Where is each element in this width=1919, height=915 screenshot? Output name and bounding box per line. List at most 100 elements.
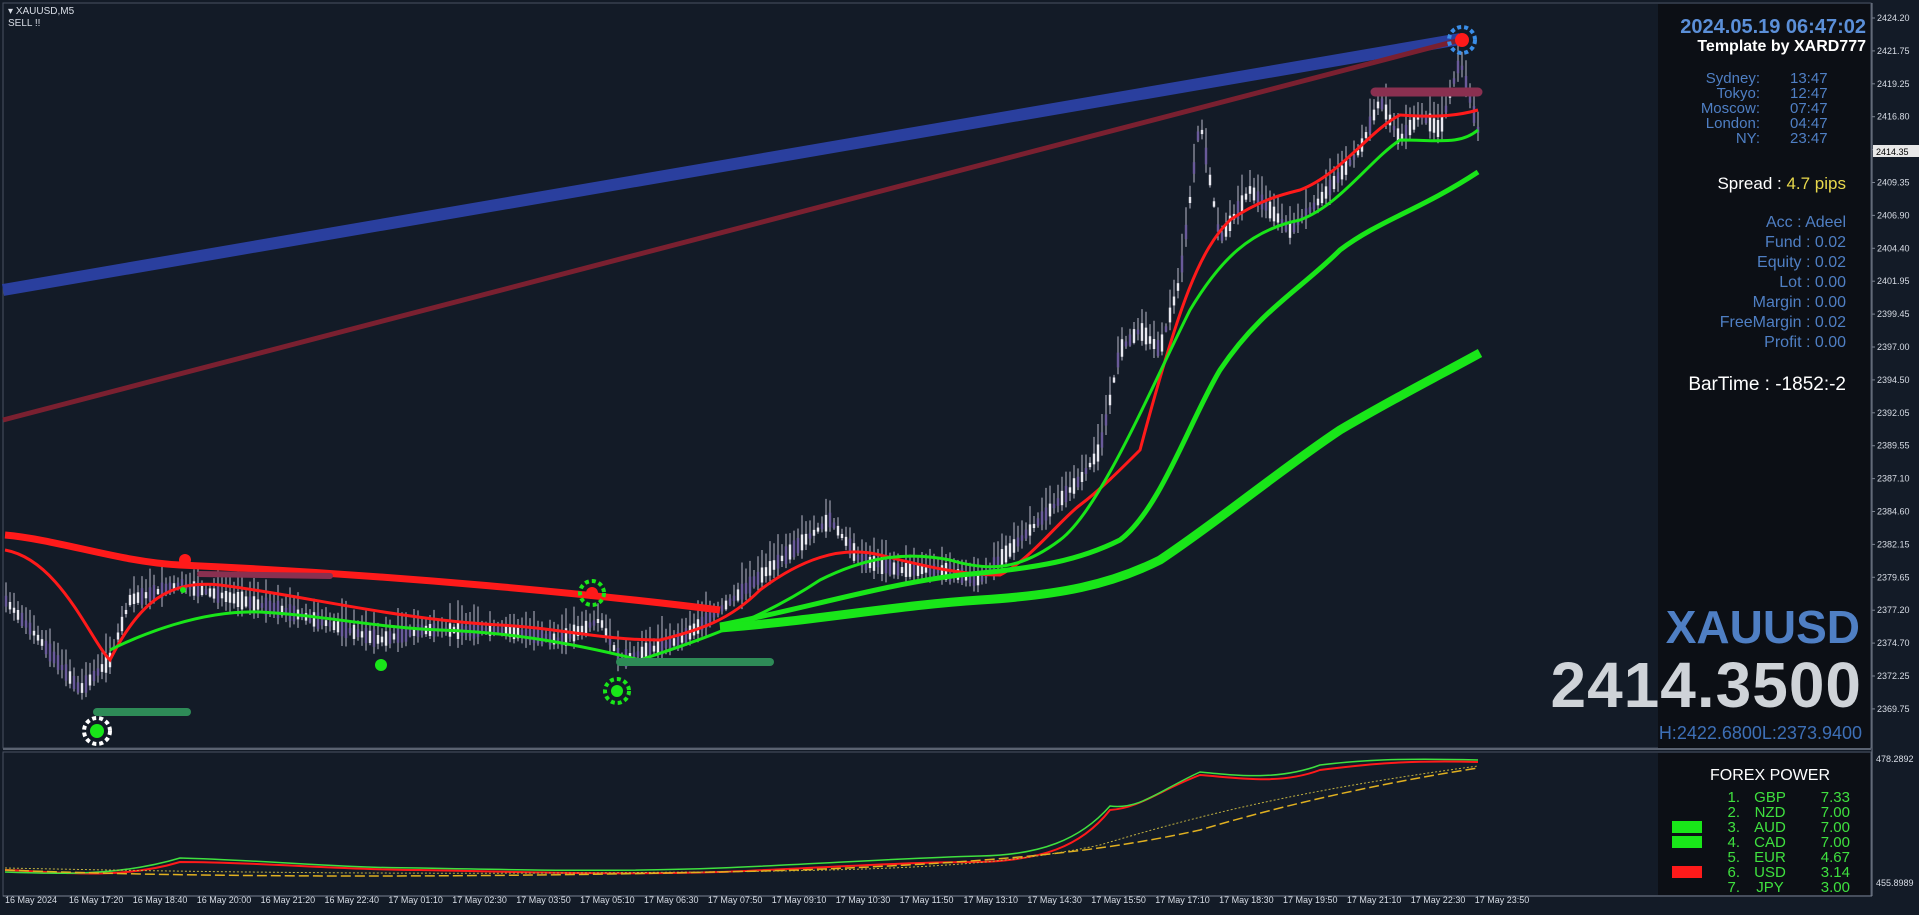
candle-body xyxy=(360,631,364,638)
candle-body xyxy=(672,638,676,646)
buy-dot[interactable] xyxy=(375,659,387,671)
candle-body xyxy=(528,629,532,641)
candle-body xyxy=(552,633,556,645)
sell-signal-marker[interactable] xyxy=(578,579,606,607)
template-credit: Template by XARD777 xyxy=(1697,38,1866,55)
candle-body xyxy=(192,581,196,596)
candle-body xyxy=(280,605,284,616)
candle-body xyxy=(56,655,60,670)
candle-body xyxy=(856,554,860,560)
candle-body xyxy=(644,642,648,660)
forex-power-currency: GBP xyxy=(1754,789,1786,806)
candle-body xyxy=(888,560,892,575)
ma-bull-fast[interactable] xyxy=(109,128,1479,662)
candle-body xyxy=(1188,196,1192,204)
candle-body xyxy=(348,628,352,634)
chart-title-tag[interactable]: ▾ XAUUSD,M5 SELL !! xyxy=(8,6,74,30)
symbol-timeframe-label[interactable]: ▾ XAUUSD,M5 xyxy=(8,6,75,17)
candle-body xyxy=(1116,352,1120,368)
indicator-top-label: 478.2892 xyxy=(1876,754,1914,764)
sell-signal-marker[interactable] xyxy=(1447,25,1477,55)
candle-body xyxy=(1436,120,1440,137)
channel-line-blue[interactable] xyxy=(1,33,1462,296)
candle-body xyxy=(1368,116,1372,134)
candle-body xyxy=(72,675,76,690)
forex-power-value: 7.33 xyxy=(1820,789,1850,806)
ma-bear-thick[interactable] xyxy=(4,531,721,614)
candle-body xyxy=(148,587,152,601)
candle-body xyxy=(892,562,896,575)
candle-body xyxy=(896,563,900,576)
channel-line-red[interactable] xyxy=(2,37,1461,423)
bar-time: BarTime : -1852:-2 xyxy=(1688,374,1846,395)
price-axis-label: 2384.60 xyxy=(1877,507,1910,517)
candle-body xyxy=(1308,207,1312,213)
candle-body xyxy=(1200,129,1204,135)
power-line-red[interactable] xyxy=(4,760,1479,875)
candle-body xyxy=(712,611,716,618)
buy-signal-marker[interactable] xyxy=(603,677,631,705)
candle-body xyxy=(1328,179,1332,196)
candle-body xyxy=(476,623,480,637)
candle-body xyxy=(248,596,252,609)
price-axis-label: 2409.35 xyxy=(1877,178,1910,188)
candle-body xyxy=(732,595,736,601)
candle-body xyxy=(1344,160,1348,175)
candle-body xyxy=(120,616,124,632)
buy-signal-marker[interactable] xyxy=(82,716,112,746)
candle-body xyxy=(384,631,388,646)
candle-body xyxy=(1196,131,1200,141)
candle-body xyxy=(1428,113,1432,132)
forex-power-color-bar xyxy=(1672,836,1702,848)
ma-bull-slow[interactable] xyxy=(719,349,1483,633)
candle-body xyxy=(884,559,888,574)
candle-body xyxy=(1324,186,1328,199)
candle-body xyxy=(172,583,176,591)
candle-body xyxy=(240,591,244,610)
candle-body xyxy=(500,627,504,634)
candle-body xyxy=(804,533,808,545)
price-axis-label: 2389.55 xyxy=(1877,441,1910,451)
candle-body xyxy=(140,588,144,605)
candle-body xyxy=(1076,476,1080,488)
ma-bull-mid[interactable] xyxy=(719,169,1480,628)
time-axis-label: 17 May 17:10 xyxy=(1155,895,1210,905)
power-line-green[interactable] xyxy=(4,758,1479,874)
candle-body xyxy=(704,612,708,629)
candle-body xyxy=(880,556,884,575)
candle-body xyxy=(32,630,36,636)
candle-body xyxy=(844,536,848,546)
candle-body xyxy=(284,607,288,616)
candle-body xyxy=(916,564,920,576)
forex-power-currency: USD xyxy=(1754,864,1786,881)
high-low-display: H:2422.6800L:2373.9400 xyxy=(1658,723,1862,743)
candle-body xyxy=(1084,468,1088,474)
candle-body xyxy=(920,565,924,575)
candle-body xyxy=(1248,186,1252,194)
candle-body xyxy=(468,623,472,637)
candle-body xyxy=(1244,193,1248,200)
candle-body xyxy=(80,683,84,693)
candle-body xyxy=(608,635,612,645)
candle-body xyxy=(820,523,824,530)
ma-bear-thin[interactable] xyxy=(4,108,1479,663)
candle-body xyxy=(116,632,120,640)
candle-body xyxy=(104,655,108,673)
candle-body xyxy=(912,564,916,576)
candle-body xyxy=(156,589,160,595)
price-axis-label: 2377.20 xyxy=(1877,605,1910,615)
candle-body xyxy=(584,620,588,634)
candle-body xyxy=(96,668,100,676)
candle-body xyxy=(1012,539,1016,553)
forex-power-currency: NZD xyxy=(1754,804,1786,821)
candle-body xyxy=(76,682,80,693)
candle-body xyxy=(1064,485,1068,503)
candlesticks xyxy=(4,42,1480,700)
candle-body xyxy=(1412,115,1416,130)
buy-dot[interactable] xyxy=(180,587,186,593)
sell-dot[interactable] xyxy=(179,554,191,566)
candle-body xyxy=(812,529,816,536)
forex-power-row: 1. GBP 7.33 xyxy=(1712,789,1850,806)
resistance-bar[interactable] xyxy=(197,571,333,579)
